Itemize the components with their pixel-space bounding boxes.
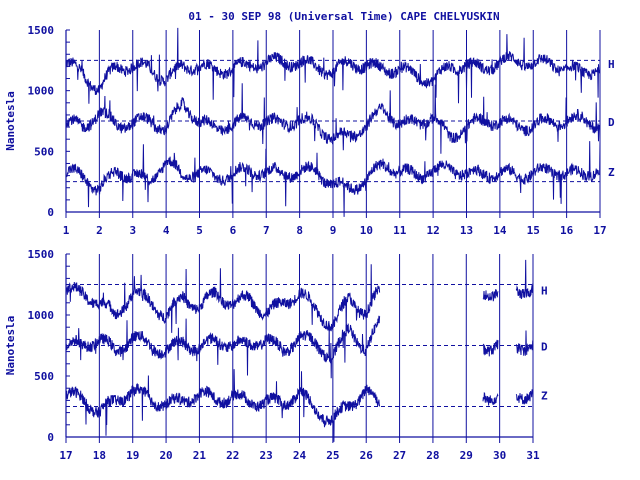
x-tick-label: 9: [330, 224, 337, 237]
x-tick-label: 1: [63, 224, 70, 237]
y-tick-label: 1500: [28, 24, 55, 37]
x-tick-label: 19: [126, 449, 139, 462]
series-label-h: H: [541, 285, 548, 298]
x-tick-label: 5: [196, 224, 203, 237]
series-trace-d: [515, 330, 534, 356]
y-tick-label: 0: [47, 206, 54, 219]
series-trace-h: [482, 289, 499, 302]
x-tick-label: 21: [193, 449, 207, 462]
y-tick-label: 0: [47, 431, 54, 444]
y-tick-label: 1000: [28, 85, 55, 98]
x-tick-label: 7: [263, 224, 270, 237]
x-tick-label: 22: [226, 449, 239, 462]
x-tick-label: 24: [293, 449, 307, 462]
x-tick-label: 8: [296, 224, 303, 237]
series-label-d: D: [608, 116, 615, 129]
series-trace-d: [65, 83, 601, 154]
series-label-z: Z: [541, 390, 548, 403]
series-trace-h: [65, 264, 381, 337]
x-tick-label: 15: [527, 224, 540, 237]
series-label-h: H: [608, 58, 615, 71]
series-trace-z: [515, 389, 534, 405]
x-tick-label: 16: [560, 224, 574, 237]
y-tick-label: 500: [34, 145, 54, 158]
x-tick-label: 23: [260, 449, 273, 462]
x-tick-label: 3: [129, 224, 136, 237]
y-tick-label: 500: [34, 370, 54, 383]
x-tick-label: 28: [426, 449, 439, 462]
series-trace-z: [482, 392, 499, 406]
x-tick-label: 4: [163, 224, 170, 237]
x-tick-label: 20: [159, 449, 172, 462]
series-trace-z: [65, 141, 601, 217]
x-tick-label: 27: [393, 449, 406, 462]
panel-bottom: 0 500 1000 1500 Nanotesla 17 18 19 20 21 22 23 24 25 2…: [4, 248, 548, 462]
x-tick-label: 10: [360, 224, 373, 237]
y-tick-label: 1000: [28, 309, 55, 322]
series-trace-h: [515, 259, 534, 300]
x-tick-label: 13: [460, 224, 473, 237]
x-tick-label: 17: [59, 449, 72, 462]
x-tick-label: 30: [493, 449, 506, 462]
x-tick-label: 26: [360, 449, 374, 462]
x-tick-label: 25: [326, 449, 339, 462]
series-trace-d: [65, 315, 381, 379]
x-tick-label: 6: [230, 224, 237, 237]
series-trace-z: [65, 369, 381, 442]
series-trace-d: [482, 339, 499, 357]
y-tick-label: 1500: [28, 248, 55, 261]
x-tick-label: 2: [96, 224, 103, 237]
y-axis-label: Nanotesla: [4, 91, 17, 151]
chart-title: 01 - 30 SEP 98 (Universal Time) CAPE CHE…: [188, 10, 499, 23]
x-tick-label: 14: [493, 224, 507, 237]
x-tick-label: 29: [460, 449, 473, 462]
x-tick-label: 18: [93, 449, 106, 462]
x-tick-label: 11: [393, 224, 407, 237]
series-label-z: Z: [608, 166, 615, 179]
x-tick-label: 17: [593, 224, 606, 237]
series-label-d: D: [541, 341, 548, 354]
series-trace-h: [65, 27, 601, 104]
x-tick-label: 31: [526, 449, 540, 462]
y-axis-label: Nanotesla: [4, 316, 17, 376]
x-tick-label: 12: [427, 224, 440, 237]
